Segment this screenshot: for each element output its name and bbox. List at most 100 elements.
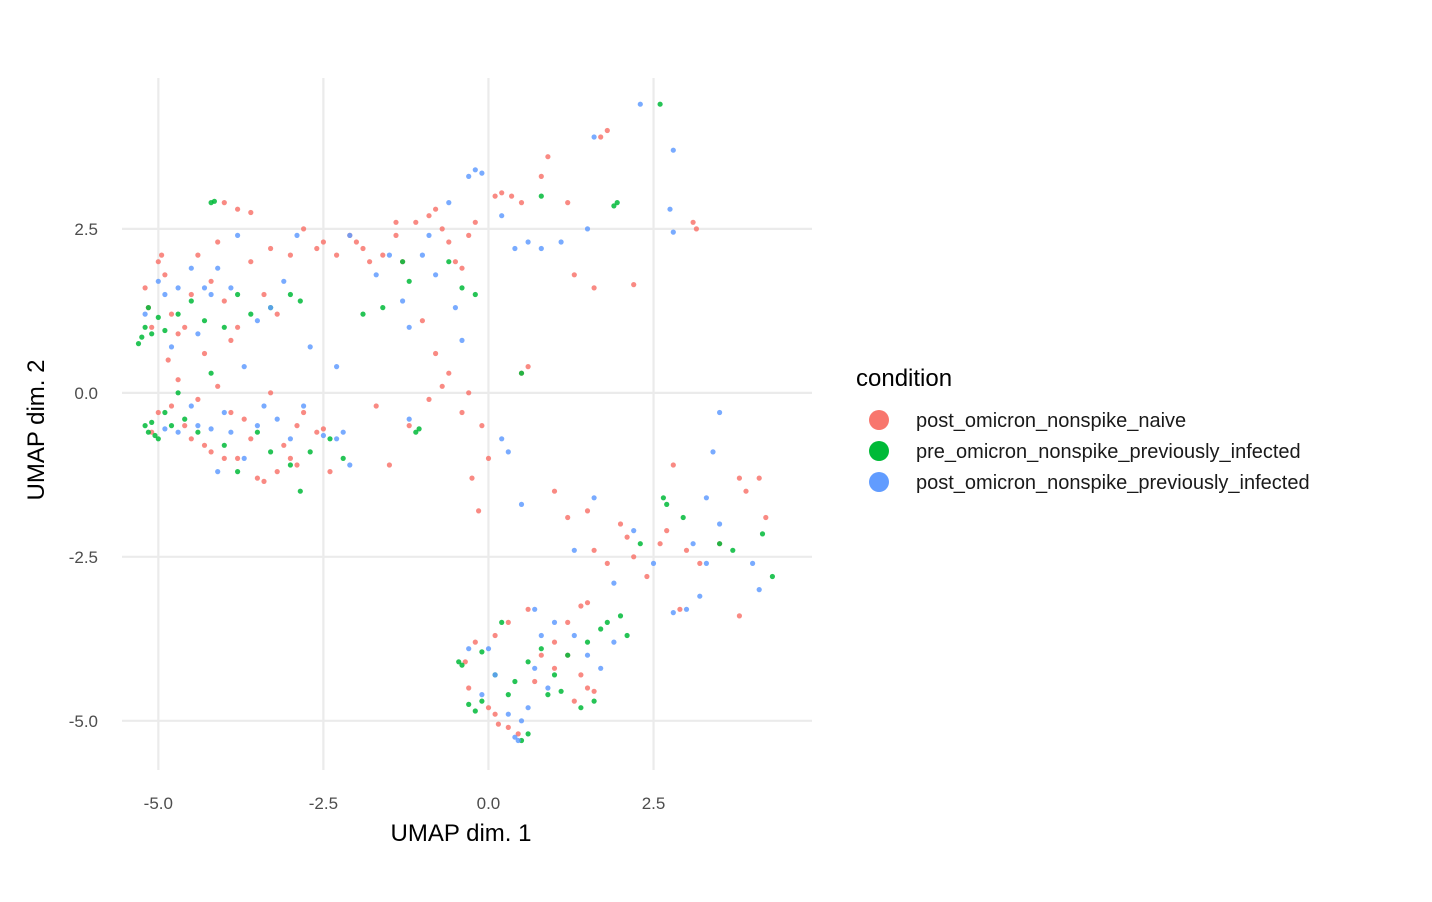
data-point: [565, 619, 571, 626]
data-point: [373, 272, 379, 278]
y-tick-label: -2.5: [69, 548, 98, 567]
data-point: [373, 403, 379, 409]
data-point: [538, 632, 544, 639]
data-point: [182, 423, 188, 429]
x-tick-label: -5.0: [144, 794, 173, 813]
data-point: [188, 291, 194, 298]
data-point: [515, 737, 521, 744]
data-point: [637, 101, 643, 107]
data-point: [287, 462, 293, 468]
data-point: [406, 324, 412, 330]
data-point: [221, 200, 227, 206]
data-point: [565, 514, 571, 521]
data-point: [637, 541, 643, 547]
data-point: [145, 429, 151, 435]
data-point: [512, 245, 518, 252]
data-point: [367, 259, 373, 265]
data-point: [162, 426, 168, 432]
data-point: [211, 198, 217, 204]
data-point: [268, 305, 274, 311]
data-point: [145, 305, 151, 311]
data-point: [617, 521, 624, 527]
data-point: [426, 232, 432, 238]
y-tick-label: 0.0: [74, 384, 98, 403]
data-point: [693, 226, 700, 232]
data-point: [571, 547, 577, 553]
data-point: [472, 708, 478, 714]
data-point: [413, 219, 419, 225]
data-point: [149, 331, 155, 337]
data-point: [515, 731, 521, 737]
data-point: [175, 285, 181, 291]
data-point: [532, 665, 538, 671]
data-point: [703, 495, 710, 501]
data-point: [297, 298, 303, 304]
data-point: [631, 528, 637, 534]
data-point: [446, 200, 452, 206]
data-point: [697, 593, 703, 599]
data-point: [201, 318, 208, 324]
data-point: [505, 724, 511, 731]
data-point: [268, 390, 274, 396]
data-point: [551, 665, 558, 671]
data-point: [162, 409, 168, 416]
data-point: [683, 606, 690, 612]
data-point: [525, 606, 531, 612]
data-point: [406, 423, 412, 429]
data-point: [538, 646, 544, 652]
data-point: [512, 678, 518, 685]
legend-label: post_omicron_nonspike_naive: [916, 410, 1186, 432]
data-point: [287, 252, 293, 258]
data-point: [221, 409, 227, 416]
data-point: [759, 531, 766, 537]
data-point: [241, 364, 247, 370]
data-point: [149, 419, 155, 425]
data-point: [492, 632, 498, 639]
data-point: [228, 337, 234, 343]
data-point: [558, 239, 564, 245]
data-point: [162, 272, 168, 278]
data-point: [248, 209, 254, 216]
data-point: [479, 649, 485, 655]
data-point: [135, 341, 142, 347]
data-point: [584, 226, 591, 232]
legend: condition post_omicron_nonspike_naivepre…: [856, 365, 1310, 494]
data-point: [320, 426, 326, 432]
data-point: [571, 632, 577, 639]
data-point: [591, 547, 597, 553]
data-point: [406, 278, 412, 284]
data-point: [472, 167, 478, 173]
data-point: [466, 685, 472, 691]
data-point: [717, 409, 723, 416]
data-point: [545, 685, 551, 691]
data-point: [670, 147, 676, 153]
data-point: [578, 672, 584, 678]
data-points: [135, 101, 776, 744]
data-point: [142, 423, 148, 429]
data-point: [459, 285, 465, 291]
data-point: [518, 370, 525, 376]
data-point: [413, 429, 419, 435]
data-point: [215, 265, 221, 271]
data-point: [208, 291, 214, 298]
data-point: [538, 652, 544, 658]
data-point: [241, 416, 247, 422]
data-point: [380, 305, 386, 311]
data-point: [195, 331, 201, 337]
data-point: [584, 639, 591, 645]
data-point: [287, 436, 293, 442]
data-point: [584, 652, 591, 658]
data-point: [591, 698, 597, 704]
data-point: [598, 665, 604, 671]
data-point: [235, 232, 241, 238]
data-point: [670, 229, 676, 235]
data-point: [631, 554, 637, 560]
data-point: [680, 514, 686, 521]
data-point: [268, 245, 274, 252]
data-point: [703, 560, 710, 567]
data-point: [380, 252, 386, 258]
data-point: [670, 610, 676, 616]
data-point: [261, 478, 267, 484]
legend-label: pre_omicron_nonspike_previously_infected: [916, 441, 1301, 463]
